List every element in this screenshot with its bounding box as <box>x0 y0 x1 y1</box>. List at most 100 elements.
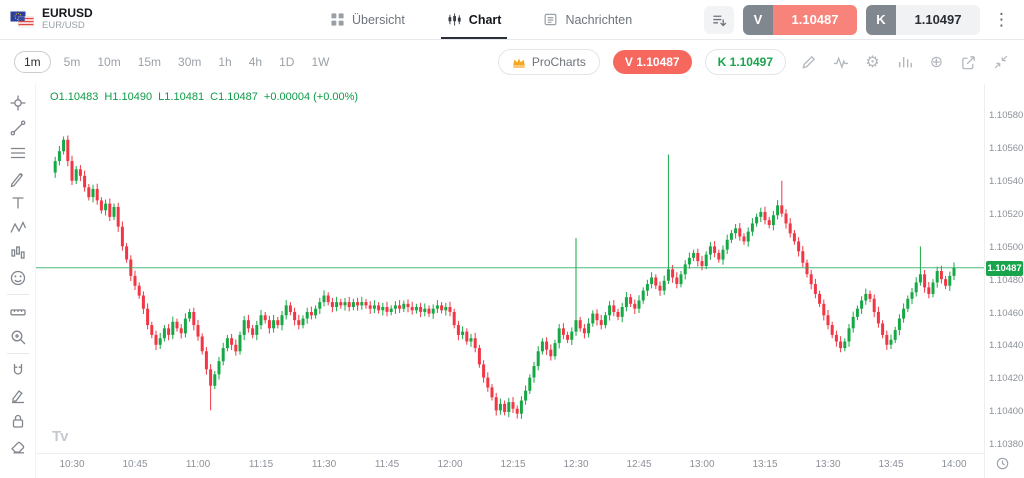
emoji-icon[interactable] <box>4 265 32 290</box>
ohlc-legend: O1.10483 H1.10490 L1.10481 C1.10487 +0.0… <box>50 91 361 103</box>
chart-region: O1.10483 H1.10490 L1.10481 C1.10487 +0.0… <box>0 84 1024 478</box>
time-axis-label: 11:15 <box>248 459 274 470</box>
tab-label: Chart <box>468 12 502 27</box>
price-axis-label: 1.10560 <box>989 143 1024 154</box>
timeframe-15m[interactable]: 15m <box>137 55 162 69</box>
indicators-icon[interactable] <box>831 54 850 71</box>
tab-uebersicht[interactable]: Übersicht <box>330 0 405 39</box>
timeframe-1D[interactable]: 1D <box>279 55 295 69</box>
add-to-watchlist-button[interactable] <box>704 5 734 34</box>
legend-open-label: O <box>50 91 59 103</box>
time-axis-label: 12:15 <box>500 459 526 470</box>
timeframe-selector: 1m 5m 10m 15m 30m 1h 4h 1D 1W <box>14 51 346 73</box>
symbol-subtitle: EUR/USD <box>42 19 85 31</box>
time-axis-label: 14:00 <box>941 459 967 470</box>
time-axis-label: 12:30 <box>563 459 589 470</box>
legend-high-label: H <box>104 91 113 103</box>
collapse-icon[interactable] <box>991 54 1010 70</box>
timeframe-1W[interactable]: 1W <box>311 55 330 69</box>
timeframe-1h[interactable]: 1h <box>218 55 232 69</box>
magnet-icon[interactable] <box>4 358 32 383</box>
timeframe-5m[interactable]: 5m <box>63 55 81 69</box>
legend-change: +0.00004 (+0.00%) <box>263 91 359 103</box>
price-axis-label: 1.10420 <box>989 373 1024 384</box>
tab-chart[interactable]: Chart <box>440 0 508 39</box>
buy-tag: K <box>866 4 896 35</box>
time-axis-label: 11:00 <box>185 459 211 470</box>
drawing-toolbar <box>0 84 36 478</box>
time-axis-label: 13:15 <box>752 459 778 470</box>
sell-price: 1.10487 <box>773 4 857 35</box>
fib-retracement-icon[interactable] <box>4 140 32 165</box>
lock-icon[interactable] <box>4 408 32 433</box>
measure-icon[interactable] <box>4 299 32 324</box>
app-header: EURUSD EUR/USD Übersicht Chart <box>0 0 1024 40</box>
time-axis-label: 12:00 <box>437 459 463 470</box>
settings-gear-icon[interactable]: ⚙ <box>865 54 880 71</box>
legend-low-label: L <box>158 91 165 103</box>
draw-icon[interactable] <box>4 383 32 408</box>
legend-high-value: 1.10490 <box>112 91 153 103</box>
legend-open-value: 1.10483 <box>58 91 99 103</box>
clock-icon[interactable] <box>996 457 1009 473</box>
timeframe-30m[interactable]: 30m <box>178 55 202 69</box>
time-axis-label: 13:00 <box>689 459 715 470</box>
time-axis-label: 10:45 <box>122 459 148 470</box>
sell-button[interactable]: V 1.10487 <box>743 4 857 35</box>
instrument-header[interactable]: EURUSD EUR/USD <box>10 6 180 32</box>
tradingview-logo-icon[interactable]: Tv <box>52 428 68 445</box>
eraser-icon[interactable] <box>4 433 32 458</box>
xabcd-pattern-icon[interactable] <box>4 215 32 240</box>
buy-price: 1.10497 <box>896 4 980 35</box>
header-tabs: Übersicht Chart Nachrichten <box>330 0 632 39</box>
more-menu-icon[interactable]: ⋮ <box>993 9 1010 29</box>
zoom-in-icon[interactable] <box>4 324 32 349</box>
forecast-icon[interactable] <box>4 240 32 265</box>
legend-close-label: C <box>210 91 219 103</box>
price-axis-label: 1.10460 <box>989 308 1024 319</box>
buy-button[interactable]: K 1.10497 <box>866 4 980 35</box>
tab-nachrichten[interactable]: Nachrichten <box>543 0 632 39</box>
timeframe-10m[interactable]: 10m <box>97 55 121 69</box>
price-axis-label: 1.10380 <box>989 439 1024 450</box>
time-axis-label: 12:45 <box>626 459 652 470</box>
time-axis-label: 10:30 <box>59 459 85 470</box>
price-axis-label: 1.10480 <box>989 275 1024 286</box>
legend-low-value: 1.10481 <box>164 91 205 103</box>
sell-tag: V <box>743 4 773 35</box>
time-axis-label: 13:45 <box>878 459 904 470</box>
sell-price-pill[interactable]: V 1.10487 <box>612 50 692 74</box>
time-axis-label: 11:30 <box>311 459 337 470</box>
price-axis[interactable]: 1.10580 1.10560 1.10540 1.10520 1.10500 1.104… <box>984 84 1024 478</box>
price-axis-label: 1.10580 <box>989 110 1024 121</box>
header-actions: V 1.10487 K 1.10497 ⋮ <box>704 4 1014 35</box>
brush-icon[interactable] <box>4 165 32 190</box>
current-price-tag: 1.10487 <box>986 261 1023 276</box>
crown-icon <box>513 57 525 68</box>
text-icon[interactable] <box>4 190 32 215</box>
procharts-button[interactable]: ProCharts <box>497 49 600 75</box>
price-axis-label: 1.10540 <box>989 176 1024 187</box>
candlestick-chart[interactable]: O1.10483 H1.10490 L1.10481 C1.10487 +0.0… <box>36 84 984 453</box>
draw-icon[interactable] <box>799 54 818 71</box>
timeframe-4h[interactable]: 4h <box>248 55 263 69</box>
chart-icon <box>448 13 461 26</box>
legend-close-value: 1.10487 <box>218 91 258 103</box>
chart-toolbar: 1m 5m 10m 15m 30m 1h 4h 1D 1W ProCharts V 1.1048… <box>0 40 1024 84</box>
rail-separator <box>6 353 29 354</box>
buy-price-pill[interactable]: K 1.10497 <box>704 49 786 75</box>
time-axis[interactable]: 10:30 10:45 11:00 11:15 11:30 11:45 12:00 12:15… <box>36 453 984 478</box>
share-icon[interactable] <box>959 54 978 71</box>
trendline-icon[interactable] <box>4 115 32 140</box>
news-icon <box>544 13 557 26</box>
watchlist-add-icon <box>713 15 727 26</box>
rail-separator <box>6 294 29 295</box>
chart-style-icon[interactable] <box>895 54 914 70</box>
symbol-title: EURUSD <box>42 6 93 21</box>
procharts-label: ProCharts <box>531 55 586 69</box>
compare-add-icon[interactable]: ⊕ <box>929 54 944 71</box>
timeframe-1m[interactable]: 1m <box>14 51 51 73</box>
crosshair-icon[interactable] <box>4 90 32 115</box>
eurusd-flag-icon <box>10 11 34 28</box>
